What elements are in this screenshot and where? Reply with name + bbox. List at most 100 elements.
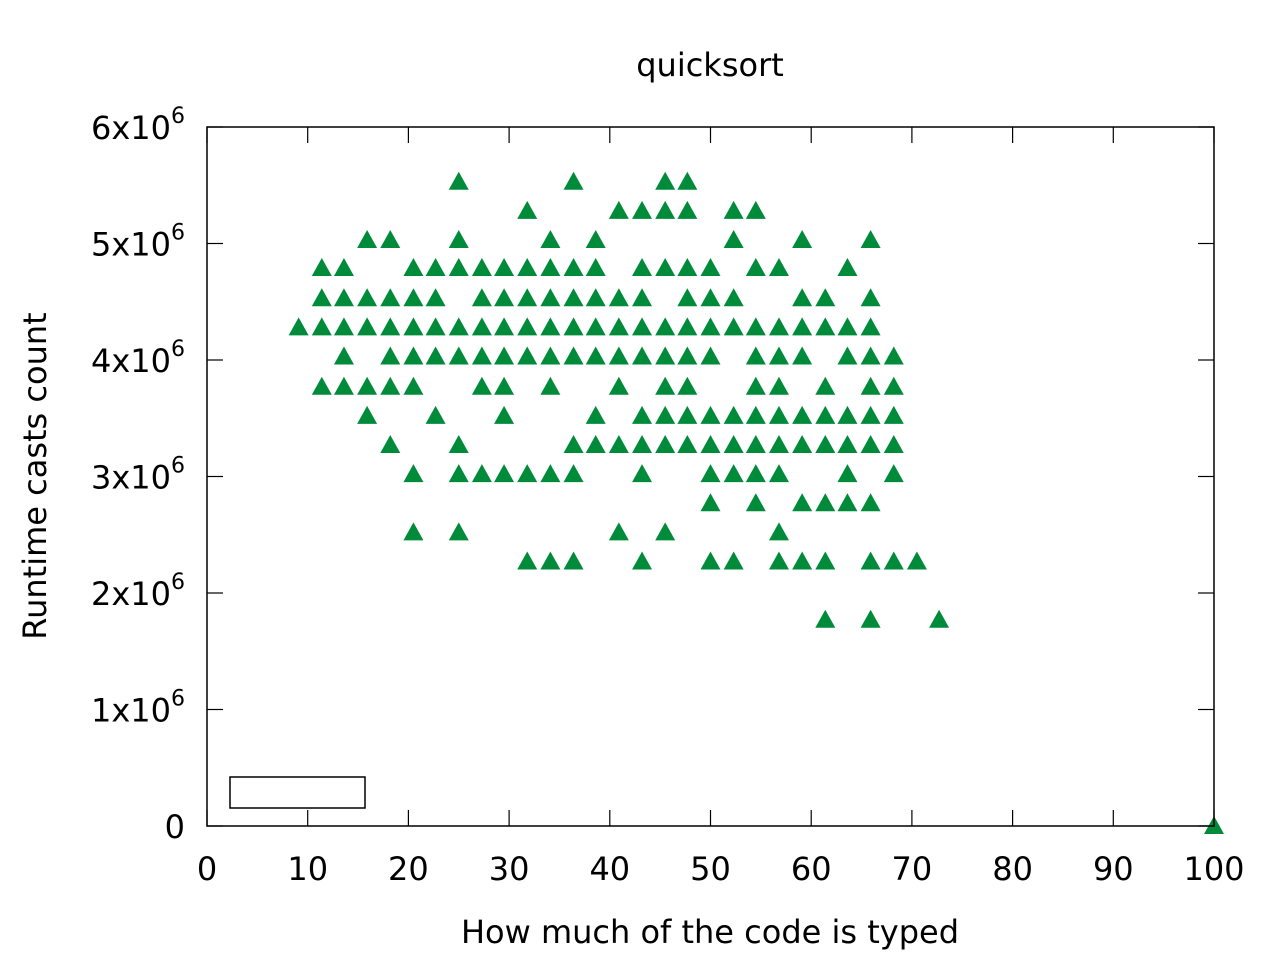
data-point-triangle bbox=[585, 257, 606, 276]
data-point-triangle bbox=[768, 464, 789, 483]
data-point-triangle bbox=[608, 200, 629, 219]
data-point-triangle bbox=[403, 257, 424, 276]
y-tick-base: 2x10 bbox=[91, 575, 171, 613]
data-point-triangle bbox=[815, 405, 836, 424]
data-point-triangle bbox=[517, 346, 538, 365]
data-point-triangle bbox=[655, 257, 676, 276]
data-point-triangle bbox=[585, 346, 606, 365]
data-point-triangle bbox=[860, 288, 881, 307]
data-point-triangle bbox=[768, 376, 789, 395]
data-point-triangle bbox=[494, 257, 515, 276]
data-point-triangle bbox=[517, 551, 538, 570]
data-point-triangle bbox=[403, 317, 424, 336]
data-point-triangle bbox=[425, 288, 446, 307]
data-point-triangle bbox=[585, 317, 606, 336]
data-point-triangle bbox=[723, 317, 744, 336]
data-point-triangle bbox=[517, 200, 538, 219]
data-point-triangle bbox=[792, 493, 813, 512]
data-point-triangle bbox=[792, 317, 813, 336]
data-point-triangle bbox=[883, 435, 904, 454]
data-points bbox=[288, 171, 1224, 834]
data-point-triangle bbox=[723, 230, 744, 249]
data-point-triangle bbox=[723, 551, 744, 570]
y-tick-base: 5x10 bbox=[91, 226, 171, 264]
data-point-triangle bbox=[860, 493, 881, 512]
y-tick-label: 3x106 bbox=[91, 454, 185, 497]
data-point-triangle bbox=[540, 464, 561, 483]
y-tick-label: 0 bbox=[165, 808, 185, 846]
data-point-triangle bbox=[700, 257, 721, 276]
data-point-triangle bbox=[655, 522, 676, 541]
data-point-triangle bbox=[448, 317, 469, 336]
data-point-triangle bbox=[792, 288, 813, 307]
data-point-triangle bbox=[837, 493, 858, 512]
y-tick-exponent: 6 bbox=[171, 687, 185, 712]
x-tick-label: 50 bbox=[690, 850, 731, 888]
data-point-triangle bbox=[677, 435, 698, 454]
x-tick-label: 40 bbox=[589, 850, 630, 888]
data-point-triangle bbox=[837, 464, 858, 483]
data-point-triangle bbox=[768, 257, 789, 276]
y-tick-label: 4x106 bbox=[91, 337, 185, 380]
data-point-triangle bbox=[792, 405, 813, 424]
data-point-triangle bbox=[723, 464, 744, 483]
data-point-triangle bbox=[815, 435, 836, 454]
data-point-triangle bbox=[815, 609, 836, 628]
data-point-triangle bbox=[380, 346, 401, 365]
data-point-triangle bbox=[585, 230, 606, 249]
data-point-triangle bbox=[655, 200, 676, 219]
data-point-triangle bbox=[655, 171, 676, 190]
data-point-triangle bbox=[700, 493, 721, 512]
data-point-triangle bbox=[700, 346, 721, 365]
data-point-triangle bbox=[860, 609, 881, 628]
data-point-triangle bbox=[677, 288, 698, 307]
data-point-triangle bbox=[655, 376, 676, 395]
data-point-triangle bbox=[563, 551, 584, 570]
data-point-triangle bbox=[471, 376, 492, 395]
data-point-triangle bbox=[425, 346, 446, 365]
data-point-triangle bbox=[723, 288, 744, 307]
y-axis-title: Runtime casts count bbox=[16, 312, 54, 639]
data-point-triangle bbox=[745, 405, 766, 424]
data-point-triangle bbox=[357, 230, 378, 249]
data-point-triangle bbox=[792, 551, 813, 570]
data-point-triangle bbox=[494, 405, 515, 424]
data-point-triangle bbox=[403, 464, 424, 483]
data-point-triangle bbox=[632, 288, 653, 307]
data-point-triangle bbox=[333, 346, 354, 365]
legend-box bbox=[229, 776, 366, 809]
y-tick-base: 3x10 bbox=[91, 459, 171, 497]
data-point-triangle bbox=[745, 257, 766, 276]
data-point-triangle bbox=[540, 317, 561, 336]
data-point-triangle bbox=[380, 376, 401, 395]
data-point-triangle bbox=[311, 317, 332, 336]
data-point-triangle bbox=[860, 376, 881, 395]
y-tick-label: 1x106 bbox=[91, 687, 185, 730]
data-point-triangle bbox=[700, 435, 721, 454]
data-point-triangle bbox=[632, 346, 653, 365]
data-point-triangle bbox=[563, 464, 584, 483]
data-point-triangle bbox=[677, 405, 698, 424]
axis-ticks: 0 10 20 30 40 50 60 70 80 90 10001x1062x1063x1064x… bbox=[91, 104, 1245, 888]
data-point-triangle bbox=[632, 551, 653, 570]
x-axis-title: How much of the code is typed bbox=[461, 913, 959, 951]
data-point-triangle bbox=[906, 551, 927, 570]
data-point-triangle bbox=[860, 317, 881, 336]
data-point-triangle bbox=[608, 435, 629, 454]
data-point-triangle bbox=[380, 317, 401, 336]
data-point-triangle bbox=[745, 346, 766, 365]
data-point-triangle bbox=[540, 288, 561, 307]
data-point-triangle bbox=[883, 405, 904, 424]
data-point-triangle bbox=[608, 317, 629, 336]
data-point-triangle bbox=[632, 200, 653, 219]
data-point-triangle bbox=[655, 317, 676, 336]
data-point-triangle bbox=[585, 288, 606, 307]
data-point-triangle bbox=[677, 257, 698, 276]
data-point-triangle bbox=[471, 288, 492, 307]
data-point-triangle bbox=[608, 346, 629, 365]
data-point-triangle bbox=[677, 171, 698, 190]
data-point-triangle bbox=[768, 522, 789, 541]
data-point-triangle bbox=[860, 230, 881, 249]
data-point-triangle bbox=[494, 288, 515, 307]
